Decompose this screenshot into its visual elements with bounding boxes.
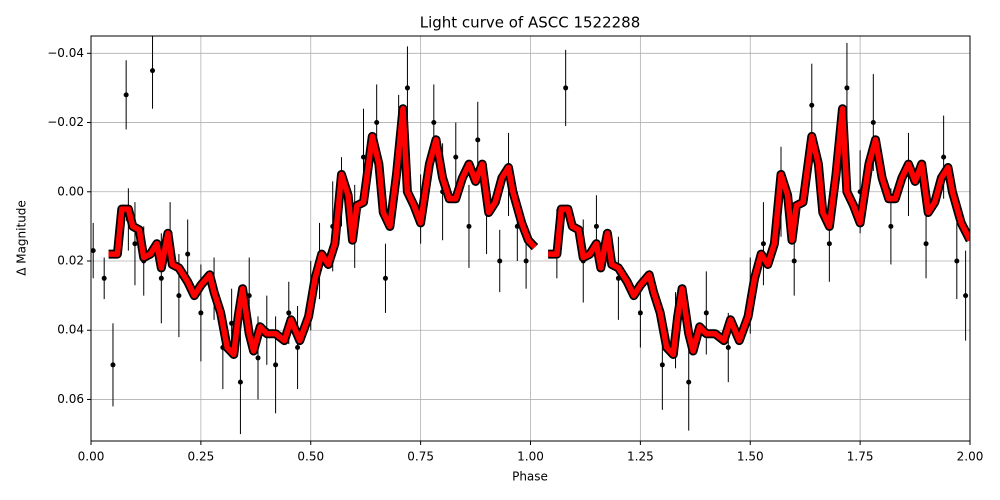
data-point: [295, 345, 301, 351]
y-tick-label: 0.06: [57, 392, 84, 406]
data-point: [158, 275, 164, 281]
data-point: [150, 68, 156, 74]
y-tick-label: −0.02: [47, 115, 84, 129]
data-point: [563, 85, 569, 91]
x-tick-label: 1.50: [737, 450, 764, 464]
data-point: [110, 362, 116, 368]
fit-line: [108, 105, 970, 358]
data-point: [273, 362, 279, 368]
axes: 0.00 0.25 0.50 0.75 1.00 1.25 1.50 1.75 2.00 −0.0…: [47, 46, 983, 464]
y-axis-label: Δ Magnitude: [15, 200, 29, 276]
y-tick-label: 0.02: [57, 254, 84, 268]
y-tick-label: 0.04: [57, 323, 84, 337]
data-point: [101, 275, 107, 281]
data-point: [185, 251, 191, 257]
x-tick-label: 0.50: [297, 450, 324, 464]
data-point: [198, 310, 204, 316]
data-point: [374, 120, 380, 126]
x-axis-label: Phase: [512, 470, 548, 484]
data-point: [91, 248, 96, 254]
data-point: [176, 293, 182, 299]
grid: [90, 36, 971, 441]
chart-title: Light curve of ASCC 1522288: [420, 14, 641, 32]
data-point: [888, 223, 894, 229]
data-point: [382, 275, 388, 281]
data-point: [497, 258, 503, 264]
data-point: [686, 379, 692, 385]
x-tick-label: 0.25: [188, 450, 215, 464]
data-point: [941, 154, 947, 160]
data-point: [725, 345, 731, 351]
data-point: [132, 241, 138, 247]
data-point: [826, 241, 832, 247]
data-point: [923, 241, 929, 247]
data-point: [703, 310, 709, 316]
x-tick-label: 0.75: [407, 450, 434, 464]
data-point: [431, 120, 437, 126]
data-point: [523, 258, 529, 264]
data-point: [870, 120, 876, 126]
data-point: [453, 154, 459, 160]
x-tick-label: 2.00: [957, 450, 984, 464]
data-point: [844, 85, 850, 91]
data-point: [637, 310, 643, 316]
data-point: [286, 310, 292, 316]
data-point: [809, 102, 815, 108]
y-tick-label: −0.04: [47, 46, 84, 60]
data-point: [659, 362, 665, 368]
y-tick-label: 0.00: [57, 184, 84, 198]
x-tick-label: 1.25: [627, 450, 654, 464]
data-point: [791, 258, 797, 264]
data-point: [123, 92, 129, 98]
plot-area: [91, 36, 970, 435]
data-point: [954, 258, 960, 264]
data-point: [593, 223, 599, 229]
data-point: [360, 154, 366, 160]
data-point: [237, 379, 243, 385]
data-point: [255, 355, 261, 361]
data-point: [466, 223, 472, 229]
data-point: [760, 241, 766, 247]
x-tick-label: 1.00: [517, 450, 544, 464]
data-point: [963, 293, 969, 299]
x-tick-label: 1.75: [847, 450, 874, 464]
data-point: [404, 85, 410, 91]
x-tick-label: 0.00: [78, 450, 105, 464]
data-point: [475, 137, 481, 143]
